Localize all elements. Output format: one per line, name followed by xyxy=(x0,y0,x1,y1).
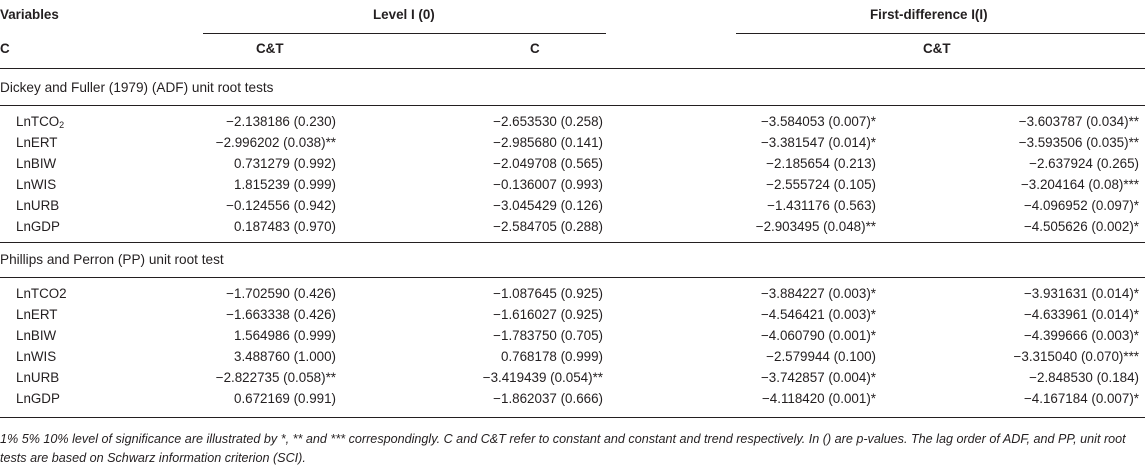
value-diff-c: −3.584053 (0.007)* xyxy=(760,114,876,129)
value-level-c: −2.049708 (0.565) xyxy=(493,156,603,171)
value-diff-ct: −2.848530 (0.184) xyxy=(1029,370,1139,385)
variable-name: LnGDP xyxy=(16,391,60,406)
value-level-ct: −1.663338 (0.426) xyxy=(226,307,336,322)
value-level-ct: −1.702590 (0.426) xyxy=(226,286,336,301)
value-diff-c: −4.060790 (0.001)* xyxy=(760,328,876,343)
value-level-c: −2.985680 (0.141) xyxy=(493,135,603,150)
value-diff-ct: −2.637924 (0.265) xyxy=(1029,156,1139,171)
value-level-c: −1.616027 (0.925) xyxy=(493,307,603,322)
value-diff-ct: −4.167184 (0.007)* xyxy=(1023,391,1139,406)
variable-name: LnURB xyxy=(16,198,60,213)
value-level-ct: −0.124556 (0.942) xyxy=(226,198,336,213)
header-first-difference: First-difference I(I) xyxy=(870,7,988,22)
value-level-ct: −2.138186 (0.230) xyxy=(226,114,336,129)
value-diff-ct: −3.593506 (0.035)** xyxy=(1018,135,1139,150)
variable-name: LnWIS xyxy=(16,349,57,364)
variable-name: LnERT xyxy=(16,307,58,322)
value-diff-c: −4.546421 (0.003)* xyxy=(760,307,876,322)
value-diff-c: −3.381547 (0.014)* xyxy=(760,135,876,150)
value-diff-c: −1.431176 (0.563) xyxy=(767,198,876,213)
value-diff-ct: −4.399666 (0.003)* xyxy=(1023,328,1139,343)
header-variables: Variables xyxy=(0,7,59,22)
value-level-ct: 1.564986 (0.999) xyxy=(234,328,336,343)
value-level-c: −1.783750 (0.705) xyxy=(493,328,603,343)
value-level-ct: 1.815239 (0.999) xyxy=(234,177,336,192)
variable-name: LnBIW xyxy=(16,156,57,171)
value-diff-ct: −4.633961 (0.014)* xyxy=(1023,307,1139,322)
variable-name: LnTCO2 xyxy=(16,286,67,301)
section-rule-adf xyxy=(0,105,1145,106)
value-diff-c: −2.555724 (0.105) xyxy=(766,177,876,192)
value-diff-ct: −3.204164 (0.08)*** xyxy=(1020,177,1139,192)
variable-name: LnERT xyxy=(16,135,58,150)
value-diff-ct: −4.505626 (0.002)* xyxy=(1023,219,1139,234)
variable-name: LnGDP xyxy=(16,219,60,234)
value-level-c: −2.584705 (0.288) xyxy=(493,219,603,234)
value-diff-c: −2.903495 (0.048)** xyxy=(755,219,876,234)
value-diff-c: −2.579944 (0.100) xyxy=(766,349,876,364)
table-bottom-rule xyxy=(0,417,1145,418)
value-level-c: −1.862037 (0.666) xyxy=(493,391,603,406)
value-diff-c: −3.742857 (0.004)* xyxy=(760,370,876,385)
value-level-c: 0.768178 (0.999) xyxy=(501,349,603,364)
value-level-c: −0.136007 (0.993) xyxy=(493,177,603,192)
value-diff-ct: −3.603787 (0.034)** xyxy=(1018,114,1139,129)
value-level-c: −3.419439 (0.054)** xyxy=(482,370,603,385)
value-level-ct: −2.822735 (0.058)** xyxy=(215,370,336,385)
header-ct-diff: C&T xyxy=(923,41,951,56)
header-c: C xyxy=(0,41,10,56)
value-level-c: −2.653530 (0.258) xyxy=(493,114,603,129)
value-level-c: −1.087645 (0.925) xyxy=(493,286,603,301)
section-title-adf: Dickey and Fuller (1979) (ADF) unit root… xyxy=(0,80,274,95)
variable-name: LnWIS xyxy=(16,177,57,192)
value-level-ct: 0.672169 (0.991) xyxy=(234,391,336,406)
level-underline xyxy=(203,33,606,34)
value-diff-ct: −4.096952 (0.097)* xyxy=(1023,198,1139,213)
value-level-c: −3.045429 (0.126) xyxy=(493,198,603,213)
value-level-ct: 3.488760 (1.000) xyxy=(234,349,336,364)
table-footnote: 1% 5% 10% level of significance are illu… xyxy=(0,432,1126,465)
value-diff-c: −4.118420 (0.001)* xyxy=(761,391,876,406)
value-diff-c: −2.185654 (0.213) xyxy=(766,156,876,171)
variable-name: LnURB xyxy=(16,370,60,385)
header-ct-level: C&T xyxy=(256,41,284,56)
value-diff-c: −3.884227 (0.003)* xyxy=(760,286,876,301)
value-diff-ct: −3.931631 (0.014)* xyxy=(1023,286,1139,301)
value-level-ct: −2.996202 (0.038)** xyxy=(215,135,336,150)
header-level: Level I (0) xyxy=(373,7,435,22)
section-rule-pp xyxy=(0,277,1145,278)
header-bottom-rule xyxy=(0,68,1145,69)
variable-name: LnBIW xyxy=(16,328,57,343)
value-diff-ct: −3.315040 (0.070)*** xyxy=(1013,349,1139,364)
section-divider xyxy=(0,242,1145,243)
value-level-ct: 0.187483 (0.970) xyxy=(234,219,336,234)
value-level-ct: 0.731279 (0.992) xyxy=(234,156,336,171)
variable-name: LnTCO2 xyxy=(16,114,65,130)
first-difference-underline xyxy=(736,33,1145,34)
header-c-level: C xyxy=(530,41,540,56)
section-title-pp: Phillips and Perron (PP) unit root test xyxy=(0,252,224,267)
